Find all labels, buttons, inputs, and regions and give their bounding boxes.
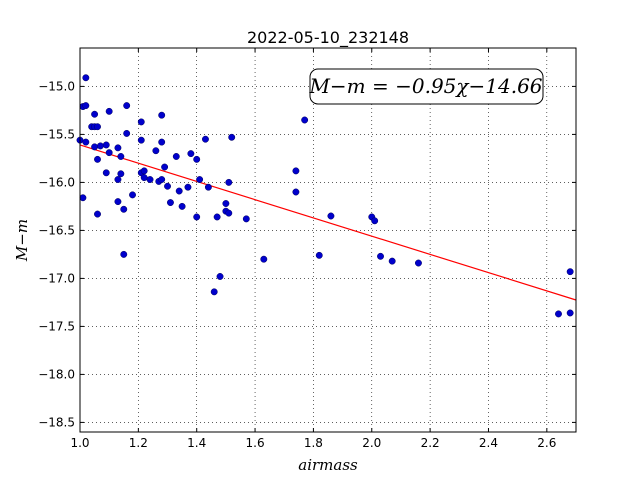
- data-point: [82, 138, 90, 146]
- data-point: [96, 142, 104, 150]
- data-point: [117, 153, 125, 160]
- x-tick-label: 2.2: [421, 436, 440, 450]
- annotation-box: [309, 68, 544, 105]
- axis-ticks: 1.0 1.2 1.4 1.6 1.8 2.0 2.2 2.4 2.6 −15.0 −15.5 −16…: [38, 48, 576, 450]
- data-point: [166, 199, 174, 207]
- data-point: [175, 187, 183, 195]
- y-tick-label: −18.0: [38, 367, 75, 381]
- data-point: [158, 111, 166, 119]
- data-point: [566, 268, 574, 276]
- data-point: [172, 153, 180, 160]
- data-point: [91, 143, 99, 151]
- chart-title: 2022-05-10_232148: [247, 28, 409, 48]
- data-point: [94, 210, 101, 218]
- x-tick-label: 2.6: [537, 436, 556, 450]
- data-point: [123, 102, 131, 110]
- y-tick-label: −17.0: [38, 271, 75, 285]
- data-point: [193, 213, 201, 221]
- data-point: [129, 191, 136, 199]
- data-point: [222, 200, 230, 207]
- data-point: [105, 107, 113, 115]
- data-point: [120, 250, 128, 258]
- fit-line: [79, 144, 577, 301]
- data-point: [158, 176, 166, 183]
- data-point: [371, 217, 379, 225]
- y-tick-label: −15.0: [38, 79, 75, 93]
- y-tick-label: −16.5: [38, 223, 75, 237]
- data-point: [196, 176, 204, 183]
- data-point: [202, 135, 209, 143]
- x-tick-label: 2.4: [479, 436, 498, 450]
- data-point: [566, 309, 574, 317]
- data-point: [260, 255, 268, 263]
- y-tick-label: −16.0: [38, 175, 75, 189]
- data-point: [301, 116, 309, 124]
- data-point: [242, 215, 250, 223]
- data-point: [79, 194, 87, 202]
- data-point: [123, 129, 131, 137]
- data-point: [315, 251, 323, 259]
- data-point: [117, 170, 125, 178]
- data-point: [292, 188, 300, 196]
- data-point: [158, 138, 166, 146]
- fit-equation: M−m = −0.95χ−14.66: [308, 74, 542, 98]
- data-point: [213, 213, 221, 221]
- data-point: [388, 257, 396, 265]
- data-point: [82, 102, 90, 110]
- data-point: [225, 178, 233, 186]
- y-axis-label: M−m: [13, 219, 31, 262]
- data-point: [140, 174, 148, 182]
- fit-line-group: [79, 144, 577, 301]
- fit-equation-annotation: M−m = −0.95χ−14.66: [308, 68, 544, 105]
- data-point: [137, 136, 145, 144]
- data-point: [137, 118, 145, 126]
- data-point: [114, 198, 122, 206]
- y-tick-label: −15.5: [38, 127, 75, 141]
- data-point: [184, 183, 192, 191]
- data-point: [555, 310, 562, 318]
- y-tick-label: −18.5: [38, 415, 75, 429]
- data-point: [414, 259, 422, 267]
- data-point: [210, 288, 218, 296]
- x-tick-label: 2.0: [362, 436, 381, 450]
- data-point: [105, 149, 113, 157]
- data-point: [102, 141, 110, 149]
- data-point: [94, 155, 101, 163]
- data-point: [164, 182, 171, 190]
- data-point: [161, 163, 169, 171]
- x-tick-label: 1.2: [129, 436, 148, 450]
- data-point: [120, 205, 128, 213]
- x-axis-label: airmass: [298, 456, 358, 474]
- data-point: [327, 212, 335, 220]
- data-point: [152, 147, 160, 155]
- data-point: [91, 110, 99, 118]
- data-points: [76, 74, 574, 318]
- x-tick-label: 1.4: [187, 436, 206, 450]
- data-point: [292, 167, 300, 175]
- y-tick-label: −17.5: [38, 319, 75, 333]
- data-point: [114, 144, 122, 152]
- data-point: [146, 176, 154, 183]
- data-point: [193, 155, 201, 163]
- data-point: [82, 74, 90, 82]
- data-point: [228, 133, 236, 141]
- plot-frame: [79, 47, 577, 433]
- data-point: [140, 167, 148, 175]
- grid-lines: [79, 48, 576, 432]
- data-point: [377, 252, 384, 260]
- x-tick-label: 1.6: [246, 436, 265, 450]
- data-point: [204, 183, 212, 191]
- x-tick-label: 1.8: [304, 436, 323, 450]
- data-point: [225, 209, 233, 217]
- data-point: [216, 273, 224, 280]
- data-point: [114, 176, 122, 183]
- data-point: [102, 169, 110, 177]
- data-point: [187, 150, 195, 158]
- data-point: [178, 202, 186, 210]
- x-tick-label: 1.0: [70, 436, 89, 450]
- data-point: [94, 123, 101, 131]
